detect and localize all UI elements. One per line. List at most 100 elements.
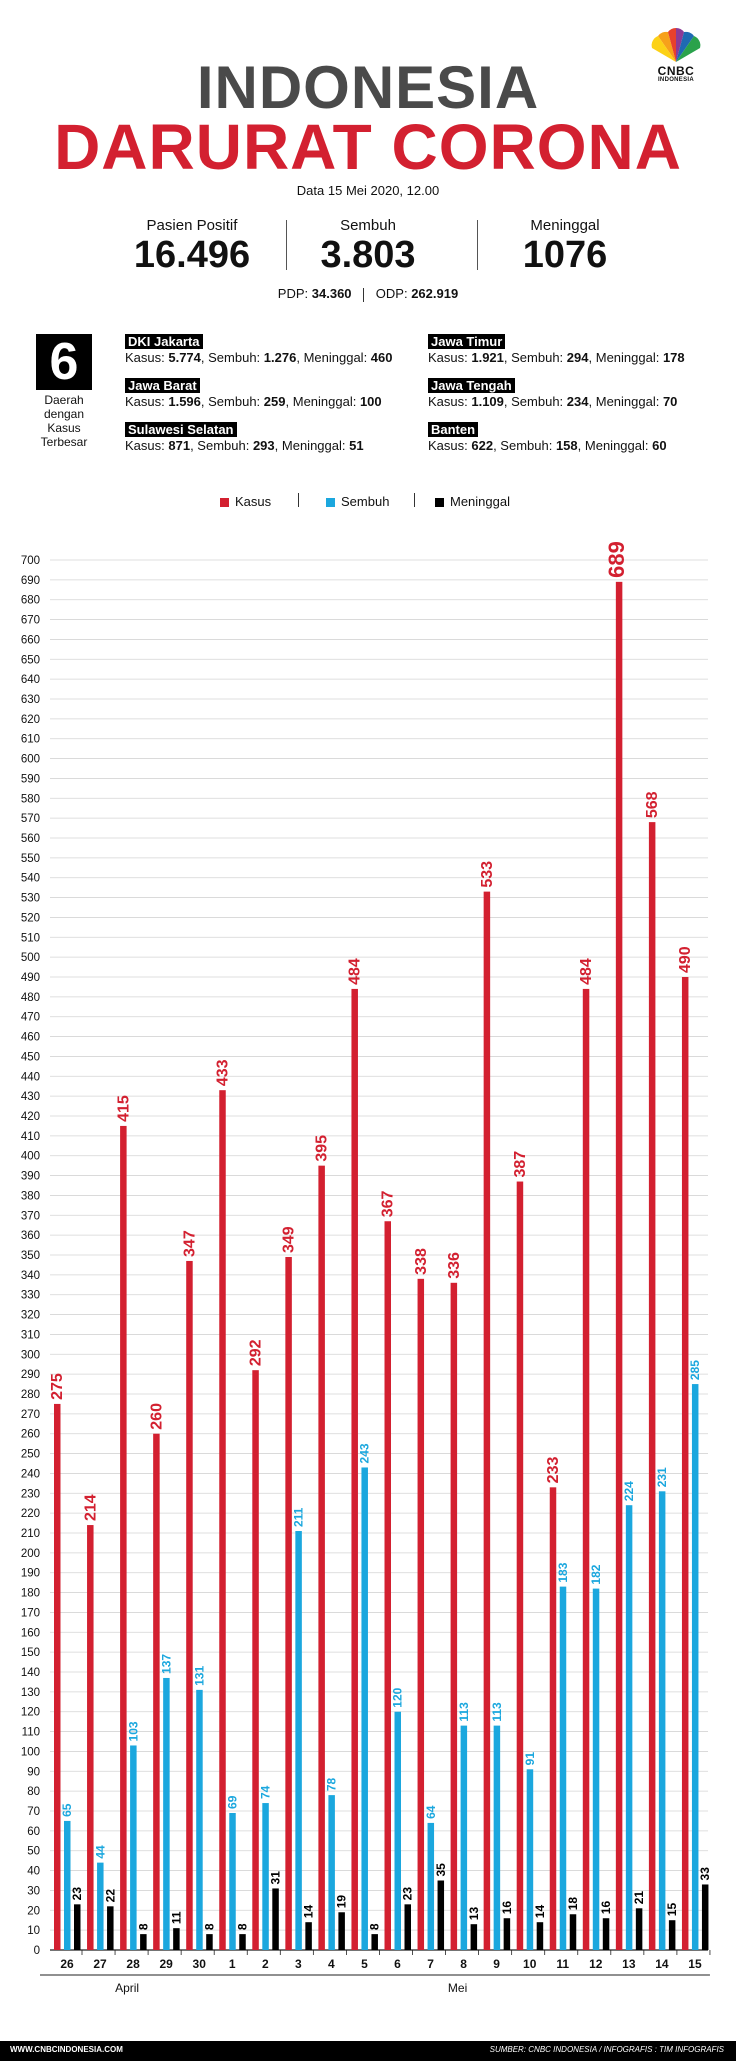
region-stats: Kasus: 1.109, Sembuh: 234, Meninggal: 70 [428,394,678,409]
bar-sembuh [625,1505,633,1950]
y-tick-label: 110 [22,1727,40,1739]
y-tick-label: 490 [21,972,40,984]
y-tick-label: 460 [21,1032,40,1044]
bar-kasus [549,1487,557,1950]
bar-sembuh [658,1491,666,1950]
x-tick-label: 27 [93,1957,107,1971]
data-label: 260 [148,1403,165,1430]
y-tick-label: 220 [21,1508,40,1520]
bar-meninggal [173,1928,180,1950]
region-name: Banten [428,422,479,437]
data-label: 8 [368,1923,382,1930]
pdp-divider [363,287,365,302]
y-tick-label: 570 [21,813,40,825]
bar-sembuh [163,1677,170,1950]
data-label: 74 [259,1785,273,1799]
x-tick-label: 14 [655,1957,669,1971]
y-tick-label: 260 [21,1429,40,1441]
data-label: 338 [413,1248,430,1275]
region-stats: Kasus: 5.774, Sembuh: 1.276, Meninggal: … [125,350,393,365]
bar-kasus [516,1181,524,1950]
bar-meninggal [74,1904,81,1950]
bar-sembuh [130,1745,137,1950]
y-tick-label: 140 [21,1667,40,1679]
data-label: 231 [655,1467,669,1487]
x-tick-label: 13 [622,1957,636,1971]
y-tick-label: 20 [27,1905,40,1917]
x-tick-label: 10 [523,1957,537,1971]
bar-kasus [483,891,491,1950]
y-tick-label: 80 [27,1786,40,1798]
data-label: 78 [325,1777,339,1791]
data-label: 120 [391,1687,405,1707]
month-label: April [115,1981,139,1995]
bar-meninggal [602,1918,610,1950]
data-label: 16 [599,1901,613,1915]
bar-meninggal [305,1922,312,1950]
y-tick-label: 320 [21,1310,40,1322]
data-label: 533 [479,861,496,888]
data-label: 211 [292,1507,306,1527]
legend-swatch [326,498,335,508]
y-tick-label: 670 [21,615,40,627]
data-label: 113 [457,1702,471,1722]
y-tick-label: 520 [21,912,40,924]
y-tick-label: 620 [21,714,40,726]
bar-meninggal [635,1908,643,1950]
data-label: 31 [269,1871,283,1885]
bar-meninggal [338,1912,345,1950]
y-tick-label: 0 [34,1945,40,1957]
region-stat-value: 100 [359,394,382,409]
bar-kasus [648,822,656,1950]
data-label: 292 [248,1339,265,1366]
region-name: Jawa Barat [125,378,200,393]
data-label: 484 [347,958,364,985]
bar-kasus [54,1403,61,1950]
region-stat-value: 60 [652,438,667,453]
y-tick-label: 60 [27,1826,40,1838]
x-tick-label: 9 [493,1957,500,1971]
bar-sembuh [64,1820,71,1950]
y-tick-label: 200 [21,1548,40,1560]
footer-source: SUMBER: CNBC INDONESIA / INFOGRAFIS : TI… [489,2045,724,2054]
region-stats: Kasus: 622, Sembuh: 158, Meninggal: 60 [428,438,667,453]
y-tick-label: 360 [21,1230,40,1242]
data-label: 367 [380,1190,397,1217]
x-tick-label: 28 [126,1957,140,1971]
data-label: 103 [126,1721,140,1741]
bar-sembuh [691,1384,699,1950]
bar-sembuh [493,1725,501,1950]
bar-meninggal [371,1934,378,1950]
y-tick-label: 700 [21,555,40,567]
odp-label: ODP: [375,286,408,301]
region-stats: Kasus: 1.921, Sembuh: 294, Meninggal: 17… [428,350,685,365]
y-tick-label: 480 [21,992,40,1004]
y-tick-label: 350 [21,1250,40,1262]
bar-meninggal [569,1914,577,1950]
y-tick-label: 690 [21,575,40,587]
region-name: Jawa Timur [428,334,506,349]
bar-sembuh [559,1586,567,1950]
bar-kasus [120,1125,127,1950]
bar-meninggal [140,1934,147,1950]
data-label: 8 [202,1923,216,1930]
region-name: Sulawesi Selatan [125,422,237,437]
x-tick-label: 2 [262,1957,269,1971]
data-label: 21 [632,1891,646,1905]
y-tick-label: 160 [21,1627,40,1639]
bar-meninggal [701,1884,709,1950]
bar-sembuh [460,1725,468,1950]
legend-kasus: Kasus [220,494,271,509]
region-stat-value: 1.596 [168,394,201,409]
data-label: 113 [490,1702,504,1722]
footer-website: WWW.CNBCINDONESIA.COM [10,2045,123,2054]
bar-meninggal [668,1920,676,1950]
y-tick-label: 190 [21,1568,40,1580]
x-tick-label: 26 [60,1957,74,1971]
bar-kasus [582,988,590,1950]
y-tick-label: 240 [21,1468,40,1480]
pdp-odp-line: PDP: 34.360 ODP: 262.919 [0,286,736,302]
legend-sembuh: Sembuh [326,494,389,509]
y-tick-label: 250 [21,1449,40,1461]
data-label: 22 [103,1889,117,1903]
